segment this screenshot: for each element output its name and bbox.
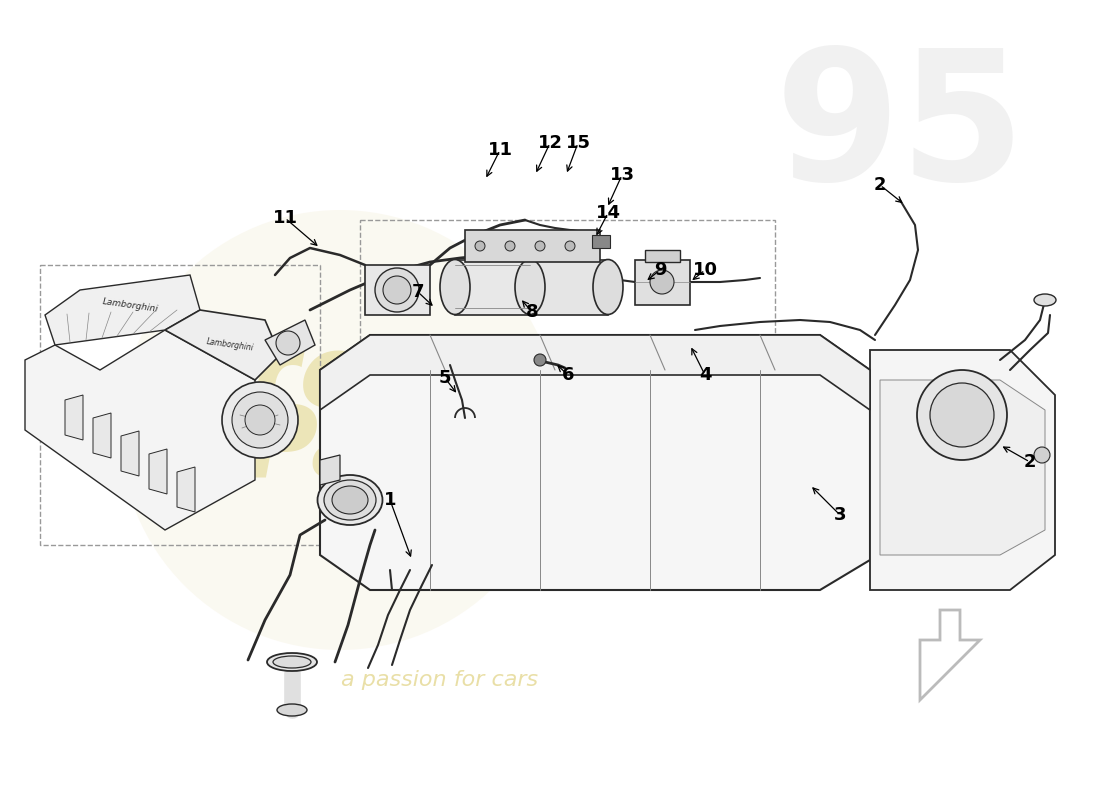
Circle shape (475, 241, 485, 251)
Text: 5: 5 (439, 369, 451, 387)
Circle shape (565, 241, 575, 251)
Polygon shape (534, 260, 608, 315)
Ellipse shape (593, 259, 623, 314)
Ellipse shape (1034, 294, 1056, 306)
Polygon shape (592, 235, 611, 248)
Text: 4: 4 (698, 366, 712, 384)
Text: 7: 7 (411, 283, 425, 301)
Polygon shape (880, 380, 1045, 555)
Text: 2: 2 (1024, 453, 1036, 471)
Text: 10: 10 (693, 261, 717, 279)
Text: 1: 1 (384, 491, 396, 509)
Polygon shape (455, 260, 530, 315)
Polygon shape (148, 449, 167, 494)
Polygon shape (645, 250, 680, 262)
Text: 11: 11 (273, 209, 297, 227)
Polygon shape (320, 455, 340, 485)
Text: a passion for cars: a passion for cars (341, 670, 539, 690)
Ellipse shape (515, 259, 544, 314)
Circle shape (930, 383, 994, 447)
Text: Parts: Parts (244, 402, 536, 498)
Polygon shape (65, 395, 82, 440)
Polygon shape (177, 467, 195, 512)
Text: Lamborghini: Lamborghini (206, 338, 254, 353)
Ellipse shape (324, 480, 376, 520)
Text: euro: euro (111, 331, 369, 429)
Polygon shape (320, 335, 870, 410)
Ellipse shape (332, 486, 368, 514)
Text: 9: 9 (653, 261, 667, 279)
Bar (360, 220, 776, 340)
Circle shape (383, 276, 411, 304)
Text: 14: 14 (595, 204, 620, 222)
Polygon shape (94, 413, 111, 458)
Text: 13: 13 (609, 166, 635, 184)
Text: 8: 8 (526, 303, 538, 321)
Polygon shape (45, 275, 200, 345)
Text: 2: 2 (873, 176, 887, 194)
Polygon shape (870, 350, 1055, 590)
Circle shape (120, 210, 560, 650)
Ellipse shape (277, 704, 307, 716)
Text: 11: 11 (487, 141, 513, 159)
Text: 3: 3 (834, 506, 846, 524)
Polygon shape (165, 310, 280, 380)
Polygon shape (265, 320, 315, 365)
Text: 12: 12 (538, 134, 562, 152)
Polygon shape (320, 335, 870, 590)
Circle shape (917, 370, 1006, 460)
Circle shape (535, 241, 544, 251)
Circle shape (534, 354, 546, 366)
Text: 95: 95 (774, 42, 1025, 218)
Circle shape (505, 241, 515, 251)
Circle shape (245, 405, 275, 435)
Circle shape (1034, 447, 1050, 463)
Text: Lamborghini: Lamborghini (101, 297, 158, 314)
Polygon shape (635, 260, 690, 305)
Circle shape (650, 270, 674, 294)
Polygon shape (365, 265, 430, 315)
Circle shape (232, 392, 288, 448)
Circle shape (375, 268, 419, 312)
Ellipse shape (273, 656, 311, 668)
Ellipse shape (318, 475, 383, 525)
Polygon shape (121, 431, 139, 476)
Circle shape (222, 382, 298, 458)
Polygon shape (25, 330, 255, 530)
Ellipse shape (440, 259, 470, 314)
Text: 6: 6 (562, 366, 574, 384)
Ellipse shape (267, 653, 317, 671)
Circle shape (276, 331, 300, 355)
Text: 15: 15 (565, 134, 591, 152)
Polygon shape (465, 230, 600, 262)
